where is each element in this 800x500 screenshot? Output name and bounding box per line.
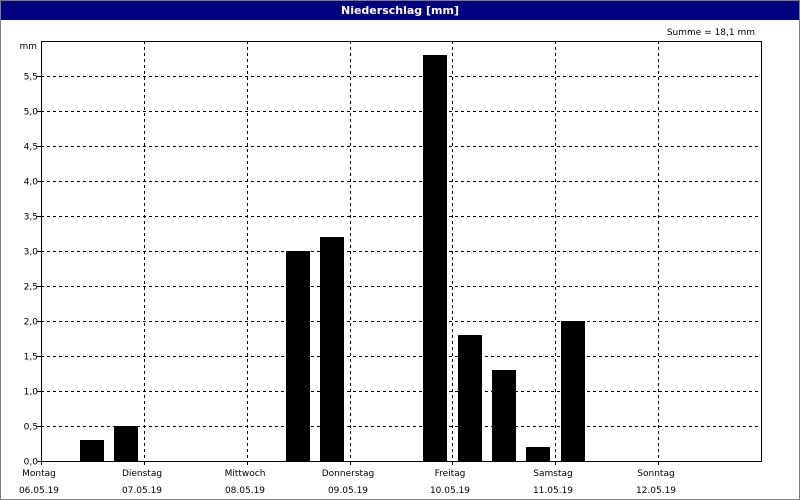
y-tick-label: 2,0 — [24, 318, 39, 328]
y-tick-label: 3,5 — [24, 213, 38, 223]
bar — [286, 251, 310, 461]
y-axis-unit: mm — [19, 42, 37, 52]
x-tick-date: 10.05.19 — [430, 486, 470, 496]
x-tick-date: 08.05.19 — [225, 486, 265, 496]
bar — [320, 237, 344, 461]
bar — [492, 370, 516, 461]
x-tick-day: Freitag — [435, 469, 466, 479]
bar — [526, 447, 550, 461]
bar — [114, 426, 138, 461]
sum-annotation: Summe = 18,1 mm — [667, 28, 755, 38]
x-tick-day: Sonntag — [637, 469, 674, 479]
y-tick-label: 4,0 — [24, 178, 39, 188]
y-tick-label: 0,5 — [24, 423, 38, 433]
y-tick-label: 3,0 — [24, 248, 39, 258]
grid-lines — [41, 41, 762, 461]
x-tick-day: Samstag — [533, 469, 572, 479]
x-tick-date: 07.05.19 — [122, 486, 162, 496]
x-tick-day: Mittwoch — [225, 469, 266, 479]
bar — [423, 55, 447, 461]
x-tick-date: 06.05.19 — [19, 486, 59, 496]
axes — [37, 41, 762, 465]
x-tick-date: 09.05.19 — [328, 486, 368, 496]
x-tick-day: Donnerstag — [322, 469, 375, 479]
x-tick-date: 12.05.19 — [636, 486, 676, 496]
bar-series — [80, 55, 585, 461]
x-tick-date: 11.05.19 — [533, 486, 573, 496]
x-tick-day: Montag — [22, 469, 56, 479]
y-tick-label: 5,0 — [24, 108, 39, 118]
y-tick-label: 1,5 — [24, 353, 38, 363]
y-tick-label: 2,5 — [24, 283, 38, 293]
y-tick-label: 4,5 — [24, 143, 38, 153]
y-tick-label: 5,5 — [24, 73, 38, 83]
bar — [458, 335, 482, 461]
bar — [561, 321, 585, 461]
chart-title: Niederschlag [mm] — [1, 1, 799, 20]
plot-border — [41, 41, 762, 462]
axis-labels: 0,0 0,5 1,0 1,5 2,0 2,5 3,0 3,5 4,0 4,5 5,0 5,5 Mont… — [19, 73, 676, 497]
bar — [80, 440, 104, 461]
y-tick-label: 1,0 — [24, 388, 39, 398]
y-tick-label: 0,0 — [24, 458, 39, 468]
x-tick-day: Dienstag — [122, 469, 162, 479]
